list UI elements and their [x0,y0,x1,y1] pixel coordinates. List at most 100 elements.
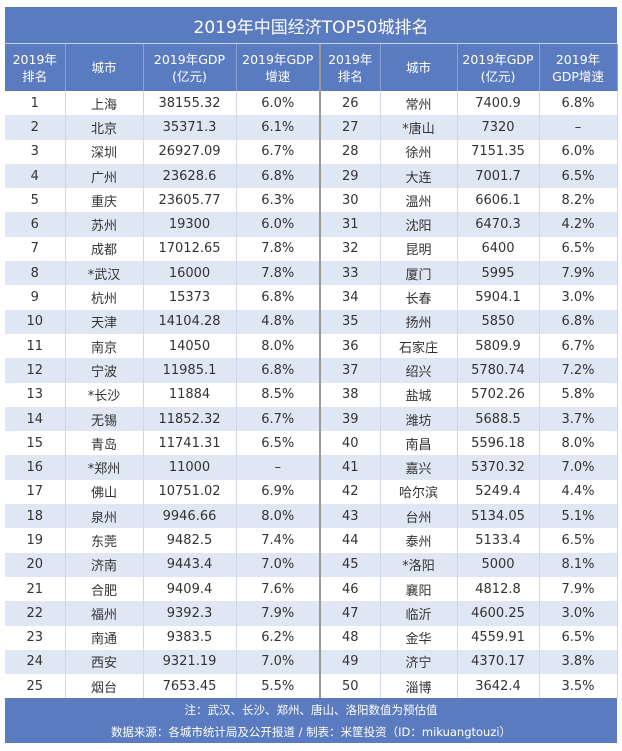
city-cell: 绍兴 [380,358,458,383]
rank-cell: 33 [320,261,381,286]
growth-cell: 8.1% [539,552,618,577]
table-row: 24 西安 9321.19 7.0% 49 济宁 4370.17 3.8% [5,649,618,675]
city-cell: 宁波 [65,358,144,383]
gdp-cell: 6470.3 [457,212,540,237]
rank-cell: 35 [320,309,381,334]
header-row: 2019年 排名 城市 2019年GDP (亿元) 2019年GDP 增速 2019年 … [5,44,618,91]
rank-cell: 41 [320,455,381,480]
growth-cell: 3.8% [539,649,618,675]
gdp-cell: 10751.02 [143,479,237,505]
growth-cell: 8.0% [236,504,321,529]
rank-cell: 31 [320,212,381,237]
city-cell: 温州 [380,188,458,213]
footnote: 注：武汉、长沙、郑州、唐山、洛阳数值为预估值 [184,702,438,717]
column-header: 城市 [380,44,458,91]
rank-cell: 42 [320,479,381,505]
gdp-cell: 4600.25 [457,601,540,626]
rank-cell: 39 [320,406,381,432]
growth-cell: 5.5% [236,674,321,699]
city-cell: *郑州 [65,455,144,480]
city-cell: *洛阳 [380,552,458,577]
table-row: 14 无锡 11852.32 6.7% 39 潍坊 5688.5 3.7% [5,406,618,432]
growth-cell: 8.0% [236,333,321,359]
growth-cell: 6.8% [236,358,321,383]
gdp-cell: 11741.31 [143,431,237,456]
gdp-cell: 17012.65 [143,236,237,262]
rank-cell: 9 [5,285,66,310]
growth-cell: 3.7% [539,406,618,432]
growth-cell: 6.5% [539,528,618,553]
column-header: 2019年GDP (亿元) [143,44,237,91]
growth-cell: 7.8% [236,261,321,286]
gdp-cell: 11884 [143,382,237,407]
city-cell: 嘉兴 [380,455,458,480]
table-row: 17 佛山 10751.02 6.9% 42 哈尔滨 5249.4 4.4% [5,479,618,505]
rank-cell: 1 [5,91,66,116]
city-cell: 济南 [65,552,144,577]
city-cell: 常州 [380,91,458,116]
rank-cell: 5 [5,188,66,213]
rank-cell: 26 [320,91,381,116]
gdp-cell: 4812.8 [457,576,540,602]
growth-cell: 4.8% [236,309,321,334]
city-cell: 广州 [65,163,144,189]
growth-cell: 7.2% [539,358,618,383]
city-cell: 上海 [65,91,144,116]
gdp-cell: 7400.9 [457,91,540,116]
rank-cell: 6 [5,212,66,237]
growth-cell: – [236,455,321,480]
growth-cell: 7.6% [236,576,321,602]
rank-cell: 48 [320,625,381,650]
rank-cell: 38 [320,382,381,407]
gdp-cell: 19300 [143,212,237,237]
rank-cell: 23 [5,625,66,650]
rank-cell: 2 [5,115,66,140]
gdp-cell: 5596.18 [457,431,540,456]
growth-cell: 3.0% [539,601,618,626]
gdp-cell: 15373 [143,285,237,310]
rank-cell: 50 [320,674,381,699]
city-cell: 福州 [65,601,144,626]
city-cell: 泰州 [380,528,458,553]
gdp-cell: 11852.32 [143,406,237,432]
gdp-cell: 9409.4 [143,576,237,602]
city-cell: 天津 [65,309,144,334]
rank-cell: 12 [5,358,66,383]
city-cell: 泉州 [65,504,144,529]
gdp-cell: 38155.32 [143,91,237,116]
column-header: 2019年GDP (亿元) [457,44,540,91]
column-header: 2019年 排名 [5,44,66,91]
gdp-cell: 9321.19 [143,649,237,675]
gdp-cell: 26927.09 [143,139,237,164]
city-cell: 昆明 [380,236,458,262]
data-source: 数据来源：各城市统计局及公开报道 / 制表：米筐投资（ID：mikuangtou… [110,724,512,739]
gdp-cell: 5133.4 [457,528,540,553]
table-row: 20 济南 9443.4 7.0% 45 *洛阳 5000 8.1% [5,552,618,577]
gdp-cell: 7320 [457,115,540,140]
growth-cell: 6.5% [539,625,618,650]
growth-cell: 7.9% [236,601,321,626]
rank-cell: 15 [5,431,66,456]
rank-cell: 14 [5,406,66,432]
growth-cell: 7.0% [236,649,321,675]
growth-cell: 3.0% [539,285,618,310]
growth-cell: 6.5% [236,431,321,456]
city-cell: 沈阳 [380,212,458,237]
growth-cell: 6.0% [236,91,321,116]
gdp-cell: 6606.1 [457,188,540,213]
gdp-cell: 5702.26 [457,382,540,407]
city-cell: 徐州 [380,139,458,164]
rank-cell: 25 [5,674,66,699]
growth-cell: 6.8% [539,91,618,116]
city-cell: 长春 [380,285,458,310]
gdp-cell: 3642.4 [457,674,540,699]
rank-cell: 45 [320,552,381,577]
gdp-cell: 5904.1 [457,285,540,310]
city-cell: 石家庄 [380,333,458,359]
gdp-cell: 4370.17 [457,649,540,675]
table-row: 4 广州 23628.6 6.8% 29 大连 7001.7 6.5% [5,163,618,189]
rank-cell: 36 [320,333,381,359]
city-cell: 淄博 [380,674,458,699]
city-cell: *长沙 [65,382,144,407]
growth-cell: 6.8% [236,285,321,310]
